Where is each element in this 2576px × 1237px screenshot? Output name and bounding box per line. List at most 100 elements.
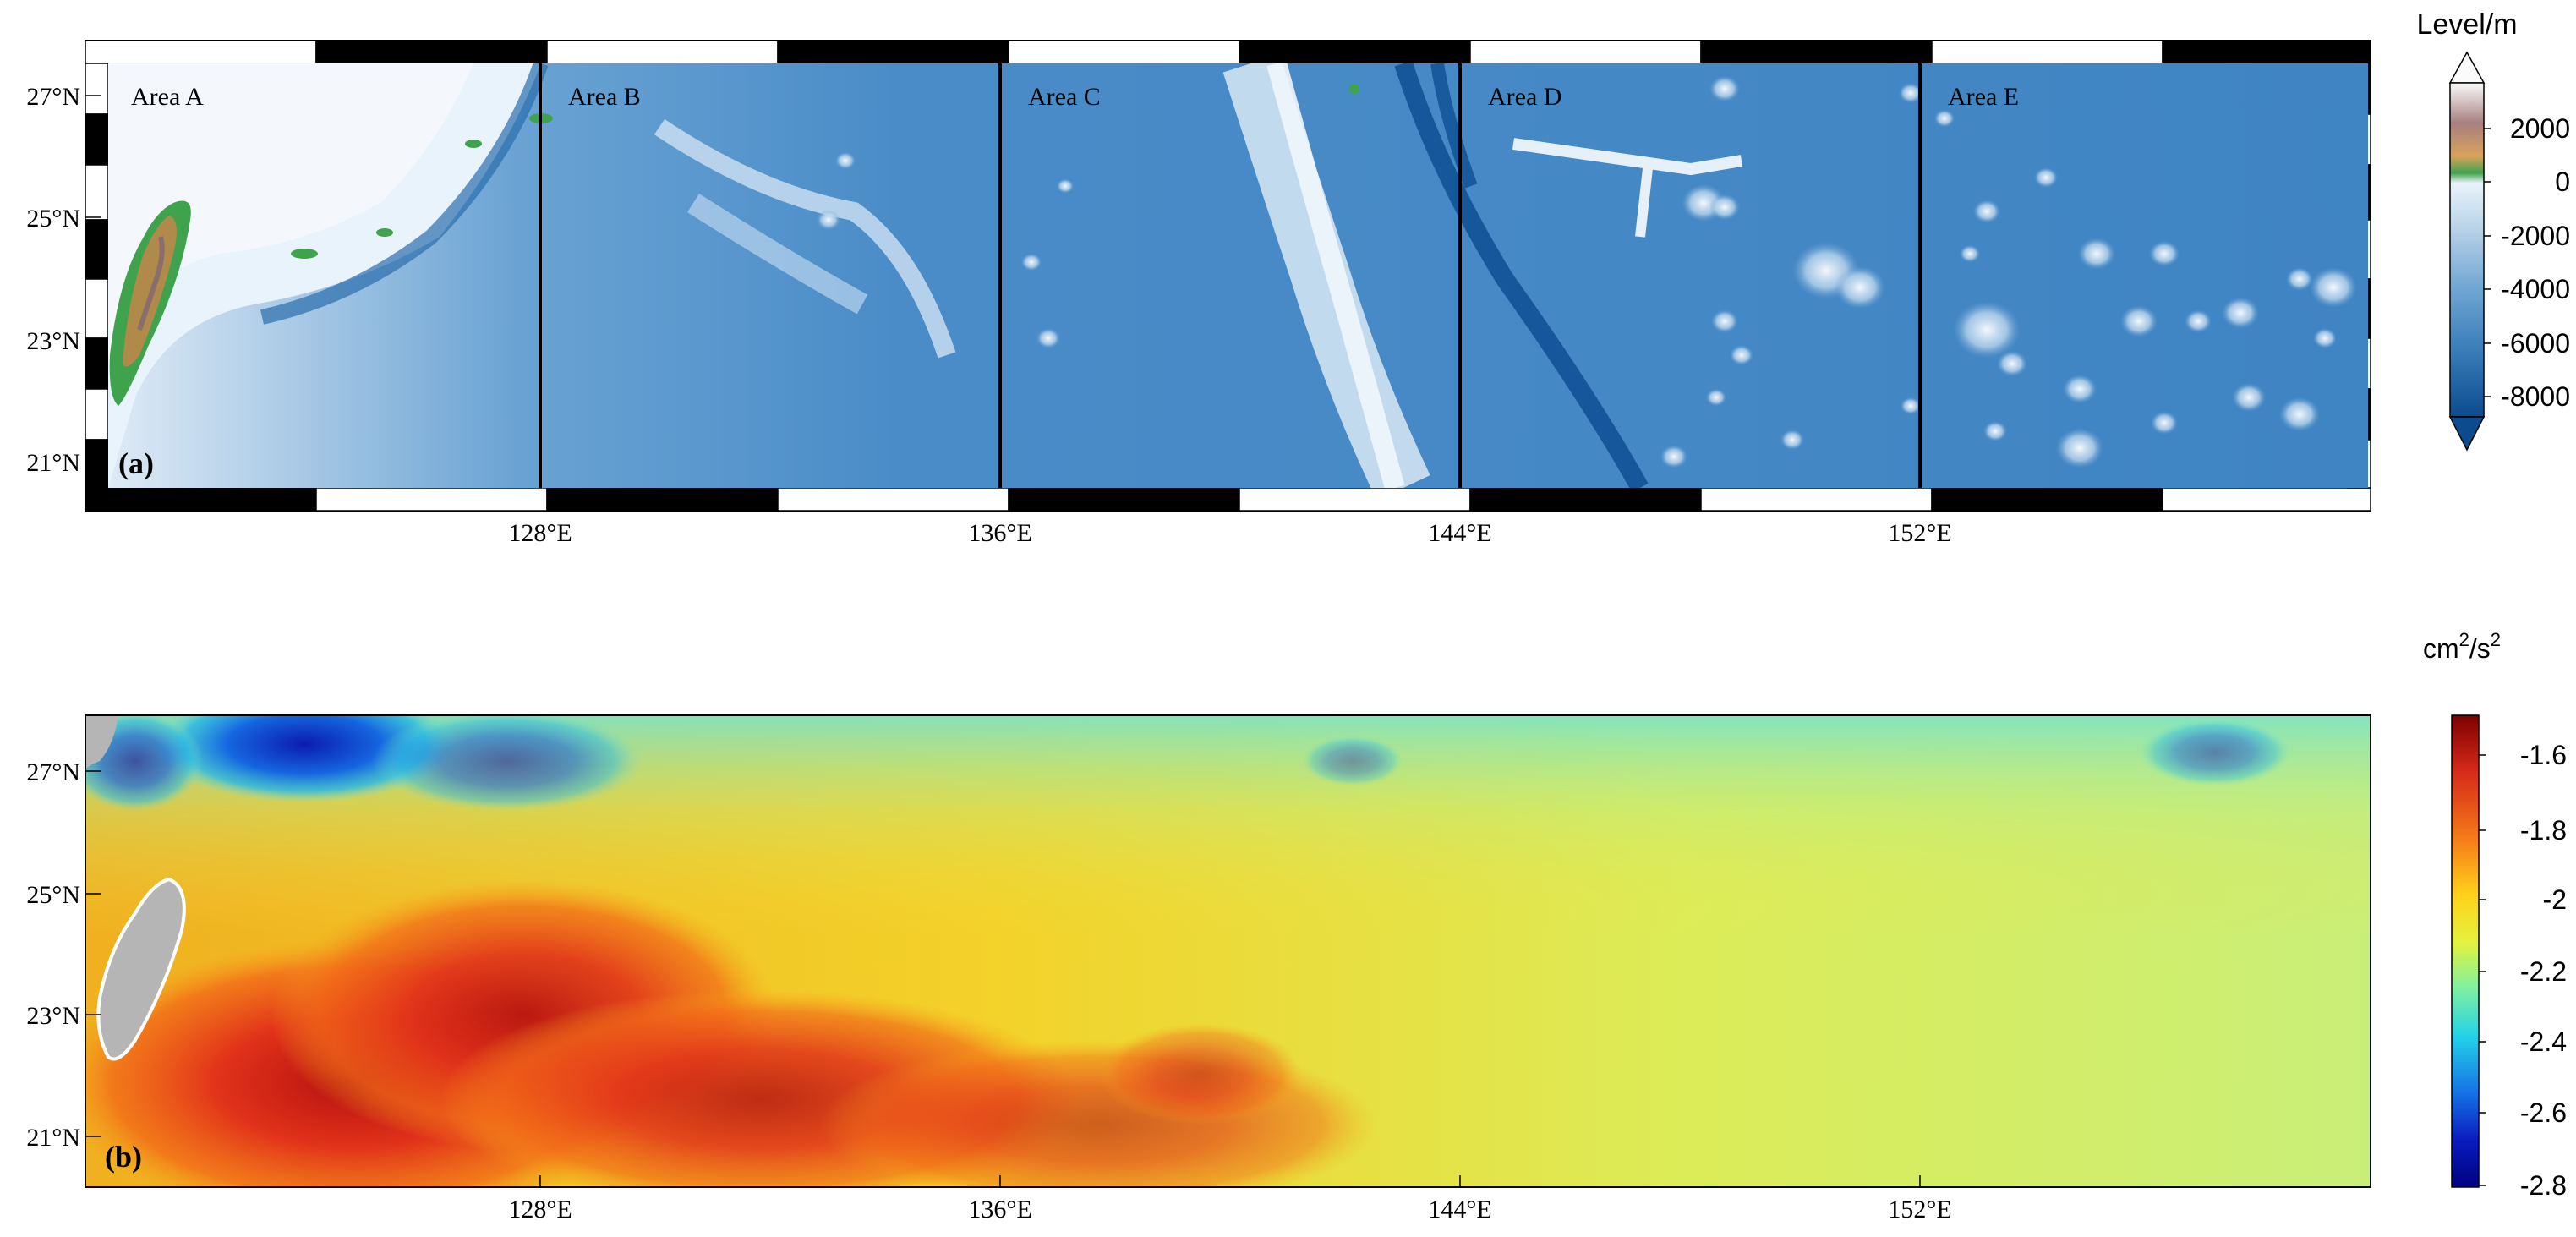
- lon-tick-label: 136°E: [968, 519, 1031, 547]
- panel-a-lat-ticks: 27°N 25°N 23°N 21°N: [26, 83, 101, 477]
- seamount: [1901, 397, 1921, 415]
- colorbar-b-title-base: cm: [2423, 633, 2459, 664]
- area-labels: Area A Area B Area C Area D Area E: [131, 83, 2019, 111]
- colorbar-b-tick-label: -2.4: [2520, 1026, 2567, 1057]
- frame-block: [1700, 40, 1933, 64]
- colorbar-b-tick-label: -1.8: [2520, 815, 2567, 846]
- colorbar-a-tick-label: -8000: [2501, 381, 2570, 412]
- colorbar-b-tick-label: -2.8: [2520, 1170, 2567, 1201]
- colorbar-a-tick-label: -2000: [2501, 221, 2570, 251]
- area-label: Area B: [568, 83, 641, 111]
- frame-block: [2162, 487, 2371, 512]
- field-map: [85, 715, 2371, 1187]
- frame-block: [1239, 487, 1471, 512]
- seamount: [1953, 301, 2021, 359]
- seamount: [1706, 388, 1726, 407]
- colorbar-b-ticks: -1.6 -1.8 -2 -2.2 -2.4 -2.6 -2.8: [2479, 740, 2567, 1201]
- seamount: [1960, 244, 1980, 263]
- seamount: [1709, 194, 1740, 221]
- colorbar-b-title-mid: /s: [2469, 633, 2491, 664]
- frame-block: [777, 40, 1009, 64]
- frame-block: [1008, 487, 1240, 512]
- panel-a-lon-ticks: 128°E 136°E 144°E 152°E: [508, 519, 1951, 547]
- lon-tick-label: 152°E: [1888, 1196, 1951, 1223]
- panel-a-label: (a): [118, 446, 154, 480]
- seamount: [1934, 109, 1955, 128]
- seamount: [2056, 428, 2103, 468]
- colorbar-b-tick-label: -1.6: [2520, 740, 2567, 770]
- seamount: [1973, 200, 2000, 223]
- colorbar-a-top-arrow: [2448, 51, 2486, 84]
- seamount: [2286, 267, 2313, 291]
- panel-a: Area A Area B Area C Area D Area E (a) 27°N2…: [26, 8, 2570, 547]
- lat-tick-label: 23°N: [26, 327, 80, 355]
- seamount: [1780, 430, 1804, 450]
- frame-block: [777, 487, 1009, 512]
- seamount: [2120, 305, 2158, 337]
- frame-block: [85, 219, 109, 280]
- seamount: [2151, 411, 2178, 435]
- seamount: [2313, 328, 2337, 348]
- frame-block: [1469, 487, 1702, 512]
- lon-tick-label: 144°E: [1428, 519, 1491, 547]
- colorbar-a-tick-label: -6000: [2501, 328, 2570, 359]
- colorbar-b-body: [2451, 714, 2480, 1188]
- seamount: [1709, 75, 1740, 102]
- frame-block: [85, 113, 109, 166]
- frame-block: [546, 487, 779, 512]
- colorbar-b: cm2/s2 -1.6-1.8-2-2.2-2.4-2.6-2.8: [2423, 629, 2567, 1201]
- frame-block: [1931, 40, 2163, 64]
- frame-block: [1469, 40, 1702, 64]
- panel-b-label: (b): [105, 1140, 142, 1174]
- lat-tick-label: 21°N: [26, 1124, 80, 1152]
- panel-b-frame: [85, 714, 2371, 1188]
- seamount: [1660, 445, 1687, 468]
- lon-tick-label: 128°E: [508, 1196, 572, 1223]
- bathymetry-map: [108, 63, 2368, 488]
- lat-tick-label: 27°N: [26, 83, 80, 111]
- lat-tick-label: 25°N: [26, 205, 80, 233]
- area-label: Area D: [1488, 83, 1561, 111]
- seamount: [1835, 265, 1885, 309]
- seamount: [2078, 238, 2115, 270]
- lat-tick-label: 21°N: [26, 449, 80, 477]
- frame-block: [546, 40, 779, 64]
- colorbar-b-tick-label: -2.6: [2520, 1097, 2567, 1128]
- frame-block: [1239, 40, 1471, 64]
- lat-tick-label: 23°N: [26, 1002, 80, 1030]
- seamount: [2310, 267, 2357, 308]
- colorbar-a-bottom-arrow: [2448, 416, 2486, 452]
- colorbar-a-body: [2449, 82, 2485, 418]
- seamount: [2063, 375, 2097, 403]
- seamount: [817, 210, 840, 230]
- area-label: Area C: [1028, 83, 1101, 111]
- panel-b: (b) 27°N 25°N 23°N 21°N 128°E 136°E 144°E 152°…: [26, 629, 2567, 1223]
- colorbar-a-title: Level/m: [2416, 8, 2517, 41]
- seamount: [1036, 328, 1060, 348]
- colorbar-b-tick-label: -2.2: [2520, 956, 2567, 987]
- lon-tick-label: 144°E: [1428, 1196, 1491, 1223]
- area-label: Area E: [1948, 83, 2019, 111]
- frame-block: [85, 40, 317, 64]
- frame-block: [85, 63, 109, 115]
- seamount: [835, 151, 856, 170]
- frame-block: [85, 337, 109, 390]
- seamount: [2222, 297, 2259, 329]
- lon-tick-label: 128°E: [508, 519, 572, 547]
- frame-block: [315, 40, 548, 64]
- panel-b-lat-ticks: 27°N 25°N 23°N 21°N: [26, 758, 101, 1152]
- lat-tick-label: 27°N: [26, 758, 80, 786]
- frame-block: [1931, 487, 2163, 512]
- colorbar-a-tick-label: -4000: [2501, 274, 2570, 304]
- panel-b-lon-ticks: 128°E 136°E 144°E 152°E: [508, 1175, 1952, 1223]
- seamount: [2034, 167, 2058, 188]
- colorbar-a-ticks: 2000 0 -2000 -4000 -6000 -8000: [2484, 113, 2570, 412]
- colorbar-b-title: cm2/s2: [2423, 629, 2501, 664]
- area-label: Area A: [131, 83, 204, 111]
- lat-tick-label: 25°N: [26, 881, 80, 909]
- colorbar-b-title-exp2: 2: [2491, 629, 2501, 650]
- seamount: [2232, 383, 2266, 412]
- colorbar-a-tick-label: 2000: [2510, 113, 2570, 144]
- area-dividers: [539, 63, 1922, 488]
